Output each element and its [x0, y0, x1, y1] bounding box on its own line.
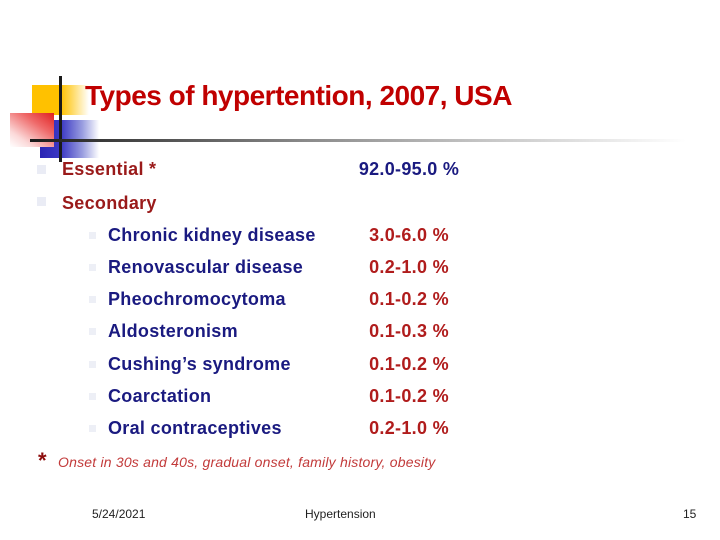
decor-horizontal-rule	[30, 139, 686, 142]
item-value: 0.2-1.0 %	[369, 257, 449, 277]
item-label: Pheochromocytoma	[108, 289, 286, 309]
footnote-text: Onset in 30s and 40s, gradual onset, fam…	[58, 454, 436, 470]
item-value: 3.0-6.0 %	[369, 225, 449, 245]
row-aldosteronism: Aldosteronism 0.1-0.3 %	[0, 320, 720, 342]
decor-vertical-line	[59, 76, 62, 162]
row-pheochromocytoma: Pheochromocytoma 0.1-0.2 %	[0, 288, 720, 310]
essential-label: Essential *	[62, 159, 157, 179]
bullet-marker	[89, 328, 96, 335]
bullet-marker	[89, 393, 96, 400]
bullet-marker	[89, 232, 96, 239]
bullet-marker	[89, 361, 96, 368]
row-cushings-syndrome: Cushing’s syndrome 0.1-0.2 %	[0, 353, 720, 375]
row-essential: Essential * 92.0-95.0 %	[0, 158, 720, 180]
footer-date: 5/24/2021	[92, 507, 146, 521]
item-label: Coarctation	[108, 386, 212, 406]
bullet-marker	[89, 296, 96, 303]
row-coarctation: Coarctation 0.1-0.2 %	[0, 385, 720, 407]
row-chronic-kidney-disease: Chronic kidney disease 3.0-6.0 %	[0, 224, 720, 246]
footer-slide-name: Hypertension	[305, 507, 376, 521]
item-label: Oral contraceptives	[108, 418, 282, 438]
essential-value: 92.0-95.0 %	[358, 159, 460, 179]
item-label: Chronic kidney disease	[108, 225, 316, 245]
row-secondary-heading: Secondary	[0, 192, 720, 214]
item-label: Aldosteronism	[108, 321, 238, 341]
bullet-marker	[89, 425, 96, 432]
item-value: 0.2-1.0 %	[369, 418, 449, 438]
footnote-asterisk: *	[38, 448, 47, 473]
bullet-marker	[37, 165, 46, 174]
item-value: 0.1-0.2 %	[369, 354, 449, 374]
bullet-marker	[89, 264, 96, 271]
footer-page-number: 15	[683, 507, 697, 521]
item-value: 0.1-0.2 %	[369, 386, 449, 406]
row-renovascular-disease: Renovascular disease 0.2-1.0 %	[0, 256, 720, 278]
secondary-heading: Secondary	[62, 193, 157, 213]
bullet-marker	[37, 197, 46, 206]
row-oral-contraceptives: Oral contraceptives 0.2-1.0 %	[0, 417, 720, 439]
slide-title: Types of hypertention, 2007, USA	[85, 80, 512, 111]
item-label: Cushing’s syndrome	[108, 354, 291, 374]
item-label: Renovascular disease	[108, 257, 304, 277]
item-value: 0.1-0.3 %	[369, 321, 449, 341]
item-value: 0.1-0.2 %	[369, 289, 449, 309]
